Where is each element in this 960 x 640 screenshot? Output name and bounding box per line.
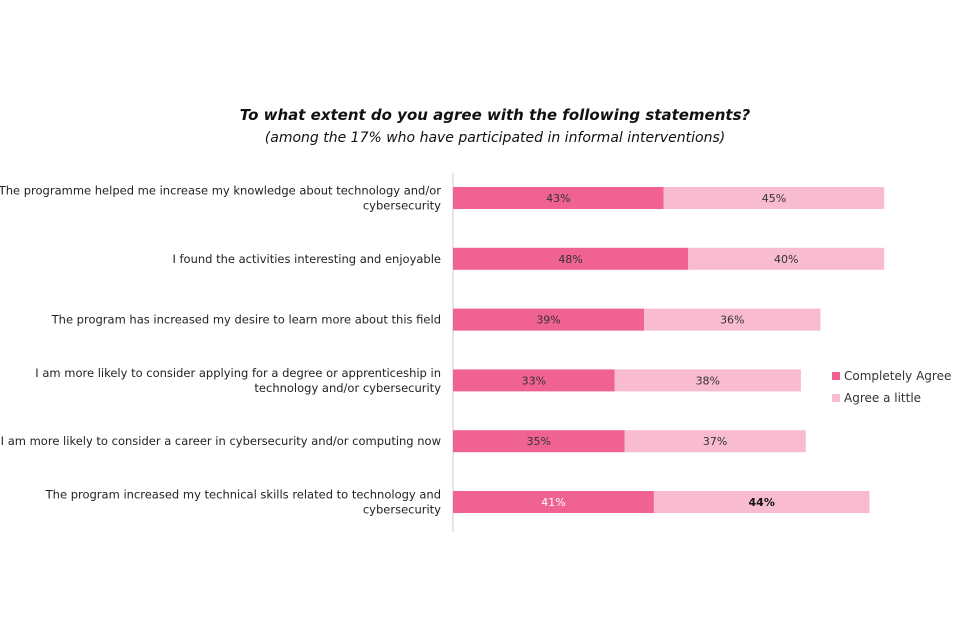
- category-label: I am more likely to consider applying fo…: [35, 366, 441, 395]
- bar-agree-a-little: [653, 491, 870, 513]
- category-label: The programme helped me increase my know…: [0, 184, 441, 213]
- legend-label: Completely Agree: [844, 369, 951, 383]
- chart-title: To what extent do you agree with the fol…: [239, 106, 751, 124]
- category-label-line: The program increased my technical skill…: [45, 488, 441, 502]
- bar-value-label: 48%: [558, 253, 582, 266]
- bar-value-label: 40%: [774, 253, 798, 266]
- bar-value-label: 35%: [527, 435, 551, 448]
- bar-completely-agree: [453, 247, 689, 270]
- bar-value-label: 41%: [541, 496, 565, 509]
- bar-value-label: 37%: [703, 435, 727, 448]
- chart-subtitle: (among the 17% who have participated in …: [264, 130, 726, 146]
- bar-completely-agree: [453, 491, 654, 513]
- category-label-line: I found the activities interesting and e…: [172, 252, 441, 266]
- category-label: I found the activities interesting and e…: [172, 252, 441, 266]
- category-label-line: I am more likely to consider applying fo…: [35, 366, 441, 380]
- legend-swatch: [832, 394, 840, 402]
- legend-swatch: [832, 372, 840, 380]
- category-label-line: cybersecurity: [363, 199, 441, 213]
- category-label-line: The program has increased my desire to l…: [51, 313, 441, 327]
- bar-completely-agree: [453, 187, 664, 209]
- bar-value-label: 33%: [522, 374, 546, 387]
- bar-agree-a-little: [644, 308, 821, 331]
- category-label-line: The programme helped me increase my know…: [0, 184, 441, 198]
- bar-value-label: 39%: [536, 314, 560, 327]
- bar-completely-agree: [453, 430, 625, 453]
- category-label: The program increased my technical skill…: [45, 488, 442, 517]
- category-label-line: I am more likely to consider a career in…: [1, 434, 441, 448]
- bar-agree-a-little: [614, 369, 801, 392]
- bar-value-label: 43%: [546, 192, 570, 205]
- legend-label: Agree a little: [844, 391, 921, 405]
- category-label: The program has increased my desire to l…: [51, 313, 441, 327]
- bar-agree-a-little: [663, 187, 885, 209]
- category-label-line: cybersecurity: [363, 503, 441, 517]
- bar-value-label: 45%: [762, 192, 786, 205]
- category-label-line: technology and/or cybersecurity: [254, 381, 441, 395]
- bar-agree-a-little: [688, 247, 885, 270]
- bar-agree-a-little: [624, 430, 806, 453]
- category-label: I am more likely to consider a career in…: [1, 434, 441, 448]
- bar-completely-agree: [453, 308, 645, 331]
- bar-completely-agree: [453, 369, 615, 392]
- bar-value-label: 38%: [696, 374, 720, 387]
- bar-value-label: 36%: [720, 314, 744, 327]
- bar-value-label: 44%: [749, 496, 775, 509]
